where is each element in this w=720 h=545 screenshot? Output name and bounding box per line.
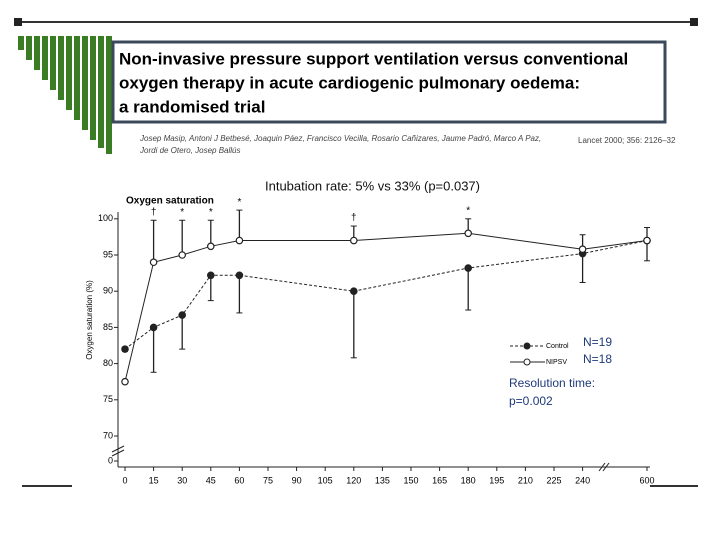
marker — [121, 377, 129, 386]
legend-label: NIPSV — [546, 359, 567, 366]
marker — [178, 311, 187, 319]
series-line — [124, 240, 648, 350]
marker — [207, 271, 215, 280]
marker — [178, 251, 187, 259]
axis-break — [111, 445, 125, 453]
marker — [578, 245, 587, 254]
rule-end — [14, 18, 22, 26]
axis-break — [111, 449, 125, 457]
decoration — [18, 36, 112, 154]
x-tick-label: 180 — [461, 475, 476, 485]
paper-title: Non-invasive pressure support ventilatio… — [119, 49, 628, 68]
authors: Josep Masip, Antoni J Betbesé, Joaquin P… — [139, 134, 541, 143]
marker — [235, 271, 244, 280]
note: N=18 — [583, 352, 612, 366]
annotation: * — [209, 207, 213, 218]
x-tick-label: 75 — [263, 475, 273, 485]
legend-marker — [523, 342, 531, 350]
x-tick-label: 150 — [403, 475, 418, 485]
note: N=19 — [583, 335, 612, 349]
annotation: * — [180, 207, 184, 218]
axis-break — [598, 462, 606, 472]
x-tick-label: 105 — [318, 475, 333, 485]
y-axis-label: Oxygen saturation (%) — [85, 280, 94, 360]
legend-marker — [523, 358, 531, 366]
citation: Lancet 2000; 356: 2126–32 — [578, 136, 676, 145]
paper-title: oxygen therapy in acute cardiogenic pulm… — [119, 73, 580, 92]
annotation: † — [151, 207, 157, 218]
annotation: † — [351, 213, 357, 224]
y-tick-label: 95 — [103, 249, 113, 259]
note: p=0.002 — [509, 394, 553, 408]
title-box — [111, 40, 667, 124]
x-tick-label: 30 — [177, 475, 187, 485]
y-tick-label: 0 — [108, 455, 113, 465]
marker — [121, 345, 129, 353]
y-tick-label: 90 — [103, 286, 113, 296]
series-line — [124, 232, 648, 382]
marker — [464, 264, 473, 272]
marker — [464, 229, 473, 238]
marker — [643, 236, 651, 245]
x-tick-label: 135 — [375, 475, 390, 485]
x-tick-label: 195 — [489, 475, 504, 485]
x-tick-label: 15 — [149, 475, 159, 485]
marker — [149, 323, 158, 332]
x-tick-label: 0 — [122, 475, 127, 485]
legend-label: Control — [546, 343, 569, 350]
x-tick-label: 240 — [575, 475, 590, 485]
y-tick-label: 80 — [103, 358, 113, 368]
paper-title: a randomised trial — [119, 97, 265, 116]
plot: 0 15 30 45 60 75 90 105 120 135 150 165 180 195 210 225… — [98, 197, 655, 486]
x-tick-label: 210 — [518, 475, 533, 485]
marker — [149, 258, 158, 267]
x-tick-label: 120 — [346, 475, 361, 485]
authors: Jordi de Otero, Josep Ballús — [139, 146, 241, 155]
x-tick-label: 90 — [292, 475, 302, 485]
chart-title: Oxygen saturation — [126, 196, 214, 207]
y-tick-label: 70 — [103, 430, 113, 440]
rule-end — [690, 18, 698, 26]
x-tick-label: 600 — [639, 475, 654, 485]
x-tick-label: 165 — [432, 475, 447, 485]
y-tick-label: 75 — [103, 394, 113, 404]
y-tick-label: 85 — [103, 322, 113, 332]
marker — [235, 236, 244, 245]
annotation: * — [237, 197, 241, 208]
note: Resolution time: — [509, 376, 595, 390]
annotation: * — [466, 205, 470, 216]
marker — [349, 236, 358, 245]
axis-break — [602, 462, 610, 472]
x-tick-label: 45 — [206, 475, 216, 485]
y-tick-label: 100 — [98, 213, 113, 223]
note: Intubation rate: 5% vs 33% (p=0.037) — [265, 178, 480, 193]
marker — [207, 242, 215, 251]
x-tick-label: 225 — [546, 475, 561, 485]
marker — [349, 287, 358, 296]
x-tick-label: 60 — [234, 475, 244, 485]
